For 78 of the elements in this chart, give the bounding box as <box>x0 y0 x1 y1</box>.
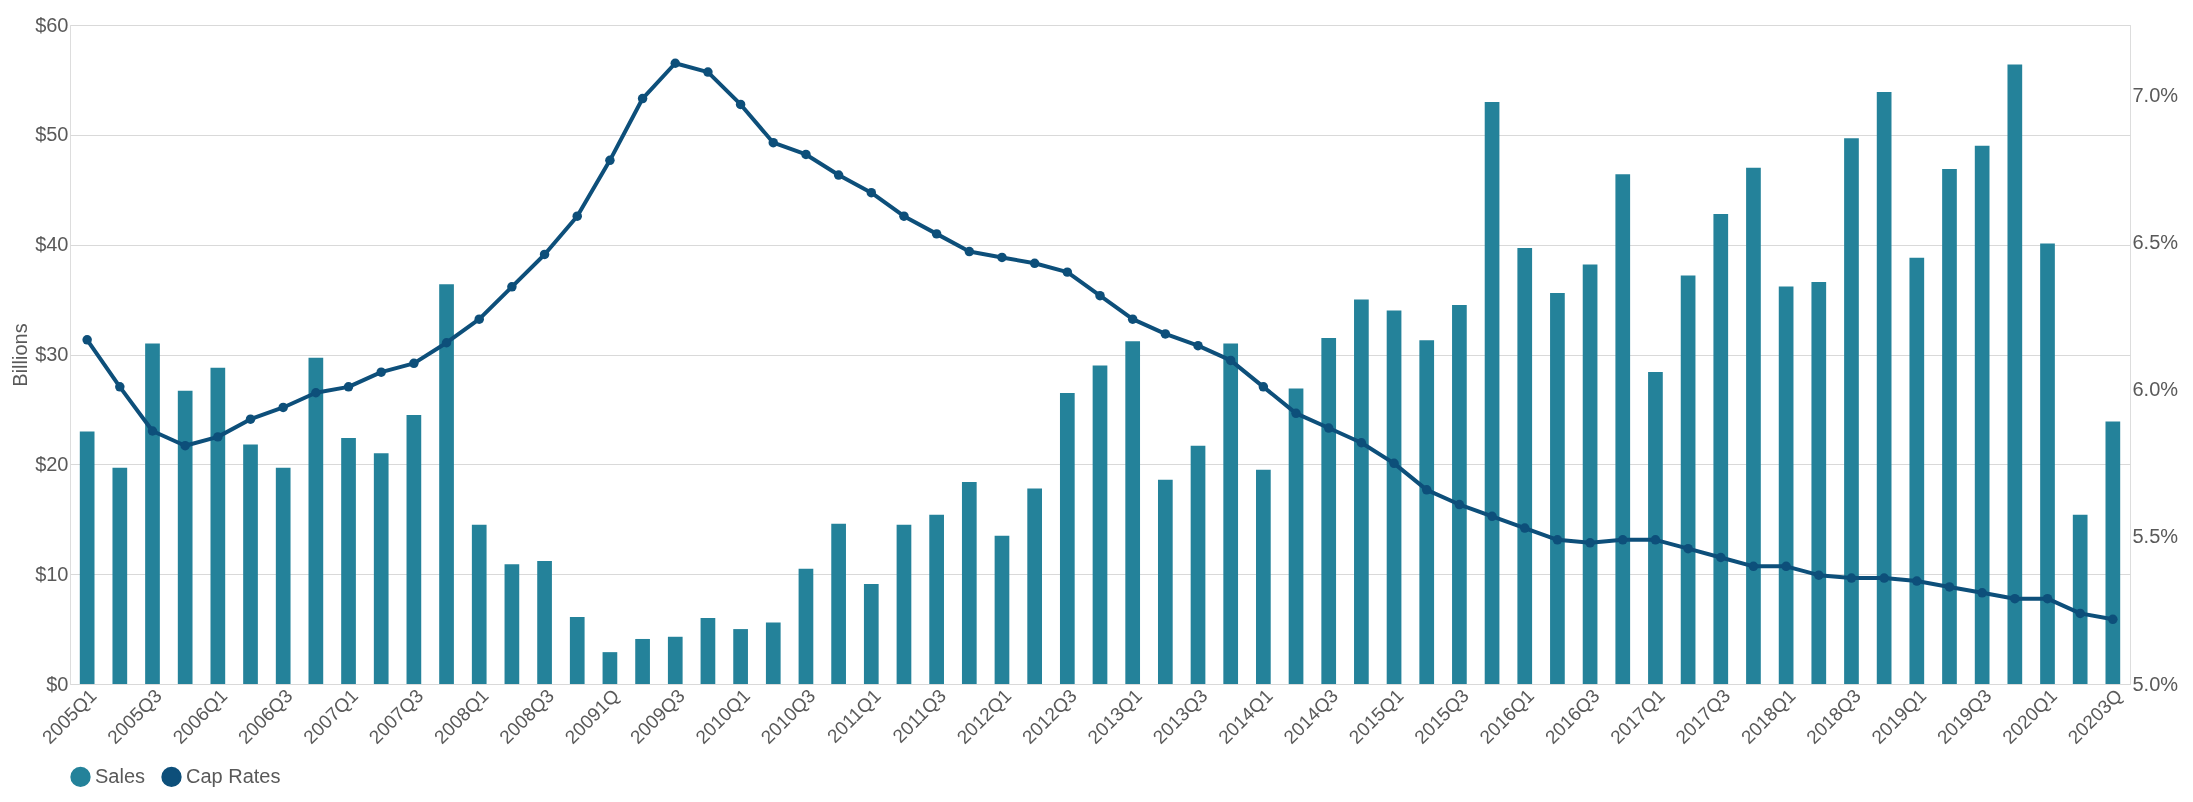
y2-tick-label: 5.0% <box>2132 672 2179 695</box>
bar <box>1484 101 1500 684</box>
bar <box>1680 275 1696 684</box>
bar <box>1386 310 1402 684</box>
y-tick-label: $30 <box>35 343 69 365</box>
bar <box>1419 340 1435 684</box>
bar <box>1321 338 1337 684</box>
bar <box>798 568 814 684</box>
bar <box>831 523 846 684</box>
bar <box>1615 174 1631 684</box>
bar <box>275 467 291 684</box>
bar <box>733 629 748 684</box>
bar <box>961 481 977 684</box>
bar <box>2105 421 2121 684</box>
bar <box>1746 167 1761 684</box>
bar <box>1092 365 1108 684</box>
bar <box>308 357 324 684</box>
y-tick-label: $20 <box>35 452 69 475</box>
bar <box>406 414 422 684</box>
y-tick-label: $10 <box>35 562 69 585</box>
y-tick-label: $0 <box>46 672 69 695</box>
bar <box>1909 257 1925 684</box>
bar <box>1876 92 1892 684</box>
bar <box>1974 145 1990 684</box>
bar <box>1452 305 1467 684</box>
bar <box>1550 292 1565 684</box>
y2-tick-label: 5.5% <box>2132 525 2179 548</box>
bar <box>1844 138 1859 684</box>
bar <box>439 284 454 684</box>
legend-label: Cap Rates <box>186 764 281 787</box>
bar <box>1517 247 1533 684</box>
bar <box>243 444 258 684</box>
y2-tick-label: 6.5% <box>2132 231 2179 254</box>
bar <box>1223 343 1239 684</box>
bar <box>1811 282 1827 684</box>
bar <box>341 437 356 684</box>
bar <box>700 618 716 684</box>
bar <box>112 467 128 684</box>
bar <box>1778 286 1794 684</box>
bar <box>145 343 160 684</box>
bar <box>929 514 944 684</box>
bar <box>2007 64 2023 684</box>
y-tick-label: $40 <box>35 233 69 256</box>
bar <box>667 636 683 684</box>
y2-tick-label: 7.0% <box>2132 84 2179 107</box>
bar <box>1190 445 1206 684</box>
bar <box>2040 243 2055 684</box>
bar <box>537 560 552 684</box>
bar <box>177 390 193 684</box>
y-axis-title: Billions <box>9 323 32 387</box>
y-tick-label: $60 <box>35 13 69 36</box>
bar <box>1288 388 1304 684</box>
bar <box>1157 479 1173 684</box>
bar <box>765 622 781 684</box>
bar <box>2072 514 2088 684</box>
bar <box>863 584 879 684</box>
y-tick-label: $50 <box>35 123 69 146</box>
bar <box>471 524 487 684</box>
bar <box>1059 392 1075 684</box>
y2-tick-label: 6.0% <box>2132 378 2179 401</box>
bar <box>635 638 650 684</box>
bar <box>1027 488 1043 684</box>
bar <box>1648 372 1663 684</box>
bar <box>602 652 618 684</box>
bar <box>373 453 389 684</box>
bar <box>569 617 585 684</box>
bar <box>1125 341 1141 684</box>
legend-label: Sales <box>95 764 146 787</box>
bar <box>504 564 520 684</box>
bar <box>1256 469 1271 684</box>
bar <box>1354 299 1369 684</box>
bar <box>1942 168 1957 684</box>
bar <box>210 367 226 684</box>
bar <box>896 524 912 684</box>
bar <box>994 535 1010 684</box>
bar <box>1713 213 1729 684</box>
bar <box>79 431 95 684</box>
bar <box>1582 264 1598 684</box>
